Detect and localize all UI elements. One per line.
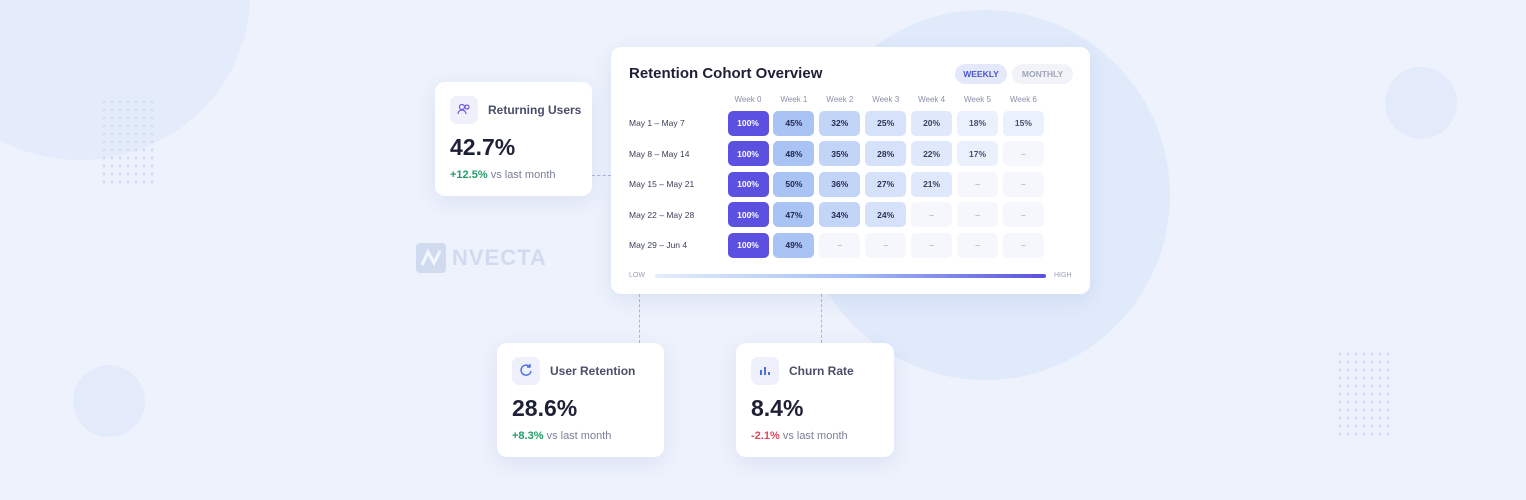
kpi-title: Returning Users bbox=[488, 103, 582, 117]
heat-cell: – bbox=[911, 202, 953, 227]
heat-cell: 100% bbox=[727, 141, 769, 166]
icon-glyph bbox=[760, 367, 770, 375]
heat-cell: 100% bbox=[727, 171, 769, 197]
heat-cell: 49% bbox=[773, 232, 815, 258]
decor-circle bbox=[1385, 67, 1457, 139]
brand-logo: NVECTA bbox=[416, 243, 547, 273]
column-header: Week 0 bbox=[734, 95, 762, 104]
kpi-change: -2.1% bbox=[751, 430, 780, 442]
heat-cell: – bbox=[957, 232, 998, 258]
column-header: Week 1 bbox=[780, 95, 808, 104]
heat-cell: 100% bbox=[727, 232, 769, 258]
decor-dots bbox=[1336, 350, 1394, 438]
heat-cell: – bbox=[865, 232, 907, 258]
connector bbox=[592, 175, 611, 176]
heat-cell: 34% bbox=[819, 202, 861, 227]
kpi-card: Returning Users 42.7% +12.5% vs last month bbox=[435, 82, 592, 196]
heat-cell: 21% bbox=[911, 171, 953, 197]
icon-glyph bbox=[520, 364, 532, 376]
legend-low: LOW bbox=[629, 272, 645, 279]
heat-cell: 47% bbox=[773, 202, 815, 227]
column-header: Week 3 bbox=[872, 95, 900, 104]
heat-cell: 15% bbox=[1002, 110, 1044, 136]
heat-cell: – bbox=[819, 232, 861, 258]
heat-cell: – bbox=[957, 202, 998, 227]
tab[interactable]: MONTHLY bbox=[1012, 64, 1073, 84]
heat-cell: 100% bbox=[727, 202, 769, 227]
column-header: Week 6 bbox=[1009, 95, 1037, 104]
legend-gradient bbox=[655, 274, 1046, 278]
heat-cell: – bbox=[1002, 171, 1044, 197]
connector bbox=[821, 294, 822, 343]
cohort-title: Retention Cohort Overview bbox=[629, 65, 823, 82]
kpi-icon bbox=[751, 357, 779, 385]
column-header: Week 4 bbox=[918, 95, 946, 104]
heat-cell: 32% bbox=[819, 110, 861, 136]
column-header: Week 2 bbox=[826, 95, 854, 104]
cohort-card: Retention Cohort Overview WEEKLY MONTHLY W… bbox=[611, 47, 1090, 294]
row-label: May 29 – Jun 4 bbox=[629, 240, 688, 250]
kpi-change-note: vs last month bbox=[490, 169, 556, 181]
column-header: Week 5 bbox=[964, 95, 991, 104]
icon-glyph bbox=[457, 103, 470, 115]
row-label: May 22 – May 28 bbox=[629, 209, 695, 220]
decor-circle bbox=[73, 365, 145, 437]
kpi-title: User Retention bbox=[550, 364, 636, 378]
row-label: May 1 – May 7 bbox=[629, 118, 685, 128]
heat-cell: – bbox=[957, 171, 998, 197]
kpi-value: 8.4% bbox=[751, 395, 804, 421]
kpi-change: +12.5% bbox=[450, 169, 488, 181]
connector bbox=[639, 294, 640, 343]
decor-dots bbox=[100, 98, 158, 186]
heat-cell: 27% bbox=[865, 171, 907, 197]
heat-cell: 17% bbox=[957, 141, 998, 166]
legend-high: HIGH bbox=[1054, 272, 1072, 279]
heat-cell: 35% bbox=[819, 141, 861, 166]
kpi-icon bbox=[512, 357, 540, 385]
heat-cell: – bbox=[1002, 232, 1044, 258]
kpi-icon bbox=[450, 96, 478, 124]
kpi-change: +8.3% bbox=[512, 430, 544, 442]
kpi-card: Churn Rate 8.4% -2.1% vs last month bbox=[736, 343, 894, 457]
heat-cell: 22% bbox=[911, 141, 953, 166]
heat-cell: – bbox=[1002, 141, 1044, 166]
heat-cell: – bbox=[1002, 202, 1044, 227]
kpi-change-line: -2.1% vs last month bbox=[751, 430, 848, 442]
kpi-change-note: vs last month bbox=[546, 430, 612, 442]
heat-cell: – bbox=[911, 232, 953, 258]
heat-cell: 20% bbox=[911, 110, 953, 136]
row-label: May 15 – May 21 bbox=[629, 179, 695, 189]
kpi-change-line: +12.5% vs last month bbox=[450, 169, 556, 181]
kpi-card: User Retention 28.6% +8.3% vs last month bbox=[497, 343, 664, 457]
kpi-title: Churn Rate bbox=[789, 364, 854, 378]
kpi-change-line: +8.3% vs last month bbox=[512, 430, 611, 442]
row-label: May 8 – May 14 bbox=[629, 148, 690, 159]
heat-cell: 25% bbox=[865, 110, 907, 136]
tab[interactable]: WEEKLY bbox=[955, 64, 1007, 84]
heat-cell: 48% bbox=[773, 141, 815, 166]
heat-cell: 45% bbox=[773, 110, 815, 136]
brand-mark bbox=[416, 243, 446, 273]
heat-cell: 24% bbox=[865, 202, 907, 227]
heat-cell: 18% bbox=[957, 110, 998, 136]
heat-cell: 28% bbox=[865, 141, 907, 166]
heat-cell: 36% bbox=[819, 171, 861, 197]
kpi-value: 42.7% bbox=[450, 134, 516, 160]
heat-cell: 100% bbox=[727, 110, 769, 136]
brand-name: NVECTA bbox=[452, 245, 547, 270]
heat-cell: 50% bbox=[773, 171, 815, 197]
kpi-change-note: vs last month bbox=[782, 430, 848, 442]
kpi-value: 28.6% bbox=[512, 395, 578, 421]
